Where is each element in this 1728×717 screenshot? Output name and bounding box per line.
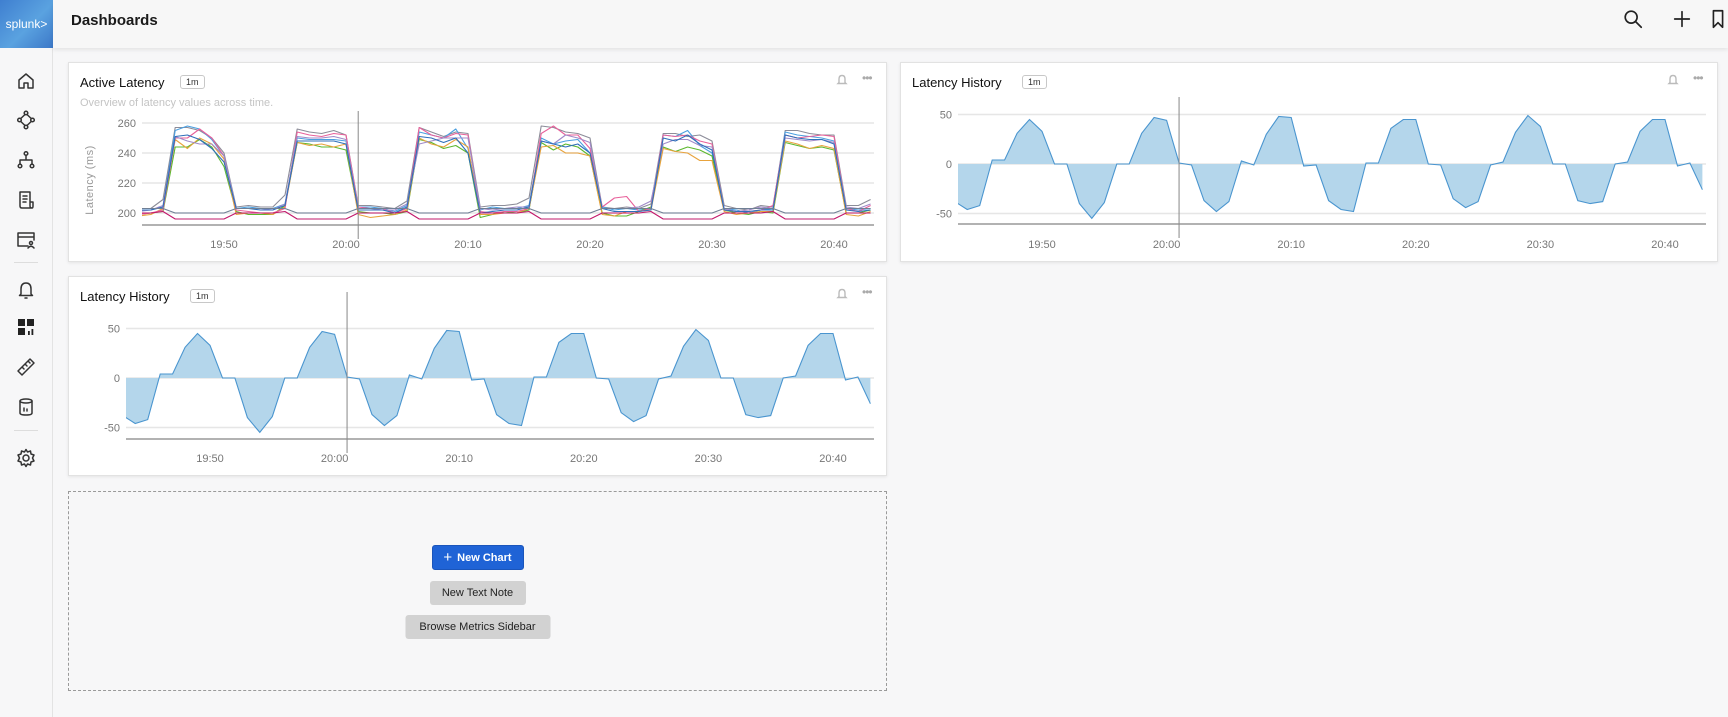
series-line xyxy=(142,134,871,213)
plot-area xyxy=(126,328,871,434)
area-fill xyxy=(958,115,1703,219)
chart-description: Overview of latency values across time. xyxy=(80,97,274,109)
logo-text: splunk> xyxy=(5,17,48,31)
bell-icon[interactable] xyxy=(836,73,850,87)
y-tick-label: 0 xyxy=(114,373,120,385)
plus-icon[interactable] xyxy=(1671,8,1695,32)
x-tick-label: 20:30 xyxy=(1527,239,1555,251)
area-fill xyxy=(126,329,871,433)
chart-card-latency-history: 50 0 -50 19:50 20:00 20:10 20:20 20:30 20:40 Lat… xyxy=(68,276,887,476)
more-options-icon[interactable]: ••• xyxy=(862,285,873,299)
search-icon[interactable] xyxy=(1622,8,1646,32)
plus-icon: + xyxy=(443,549,453,566)
y-tick-label: 50 xyxy=(940,110,952,122)
resolution-badge: 1m xyxy=(1022,75,1047,89)
top-header: Dashboards xyxy=(53,0,1728,48)
area-line xyxy=(126,328,871,434)
splunk-logo[interactable]: splunk> xyxy=(0,0,53,48)
x-tick-label: 20:20 xyxy=(576,239,604,251)
ruler-icon[interactable] xyxy=(14,355,38,379)
x-tick-label: 20:30 xyxy=(698,239,726,251)
page-title: Dashboards xyxy=(71,12,158,29)
bell-icon[interactable] xyxy=(1667,73,1681,87)
resolution-badge: 1m xyxy=(180,75,205,89)
hierarchy-icon[interactable] xyxy=(14,148,38,172)
y-tick-label: -50 xyxy=(936,209,952,221)
dashboards-icon[interactable] xyxy=(14,315,38,339)
series-line xyxy=(142,210,871,220)
new-chart-button[interactable]: + New Chart xyxy=(431,545,524,570)
more-options-icon[interactable]: ••• xyxy=(862,71,873,85)
area-chart: 50 0 -50 19:50 20:00 20:10 20:20 20:30 20:40 xyxy=(104,292,874,465)
plot-area xyxy=(142,125,871,220)
empty-chart-slot: + New Chart New Text Note Browse Metrics … xyxy=(68,491,887,691)
x-tick-label: 20:30 xyxy=(695,453,723,465)
series-line xyxy=(142,125,871,211)
y-tick-label: -50 xyxy=(104,423,120,435)
x-tick-label: 20:20 xyxy=(1402,239,1430,251)
browse-metrics-sidebar-button[interactable]: Browse Metrics Sidebar xyxy=(405,615,550,639)
area-line xyxy=(958,114,1703,220)
new-chart-label: New Chart xyxy=(457,551,512,564)
logs-icon[interactable] xyxy=(14,188,38,212)
chart-title: Latency History xyxy=(80,289,170,304)
nav-divider xyxy=(14,262,38,263)
x-tick-label: 19:50 xyxy=(1028,239,1056,251)
series-line xyxy=(142,134,871,214)
y-tick-label: 260 xyxy=(118,118,136,130)
more-options-icon[interactable]: ••• xyxy=(1693,71,1704,85)
line-chart: 200 220 240 260 19:50 20:00 20:10 20:20 20:30 20:… xyxy=(84,111,874,251)
nav-divider xyxy=(14,430,38,431)
alerts-bell-icon[interactable] xyxy=(14,278,38,302)
database-icon[interactable] xyxy=(14,395,38,419)
area-chart: 50 0 -50 19:50 20:00 20:10 20:20 20:30 20:40 xyxy=(936,97,1706,251)
synthetics-icon[interactable] xyxy=(14,228,38,252)
x-tick-label: 20:10 xyxy=(1277,239,1305,251)
chart-card-active-latency: 200 220 240 260 19:50 20:00 20:10 20:20 20:30 20:… xyxy=(68,62,887,262)
home-icon[interactable] xyxy=(14,69,38,93)
x-tick-label: 19:50 xyxy=(196,453,224,465)
bookmark-icon[interactable] xyxy=(1707,8,1728,32)
y-tick-label: 50 xyxy=(108,324,120,336)
x-tick-label: 20:10 xyxy=(445,453,473,465)
chart-title: Latency History xyxy=(912,75,1002,90)
x-tick-label: 20:40 xyxy=(820,239,848,251)
y-axis-title: Latency (ms) xyxy=(84,145,96,215)
chart-title: Active Latency xyxy=(80,75,165,90)
bell-icon[interactable] xyxy=(836,287,850,301)
sidebar-nav: splunk> xyxy=(0,0,53,717)
x-tick-label: 20:40 xyxy=(819,453,847,465)
chart-card-latency-history: 50 0 -50 19:50 20:00 20:10 20:20 20:30 20:40 Lat… xyxy=(900,62,1718,262)
y-tick-label: 240 xyxy=(118,148,136,160)
plot-area xyxy=(958,114,1703,220)
x-tick-label: 20:00 xyxy=(1153,239,1181,251)
service-map-icon[interactable] xyxy=(14,108,38,132)
series-line xyxy=(142,125,871,215)
x-tick-label: 20:00 xyxy=(321,453,349,465)
x-tick-label: 19:50 xyxy=(210,239,238,251)
series-line xyxy=(142,125,871,214)
x-tick-label: 20:10 xyxy=(454,239,482,251)
y-tick-label: 200 xyxy=(118,208,136,220)
x-tick-label: 20:40 xyxy=(1651,239,1679,251)
series-line xyxy=(142,207,871,214)
y-tick-label: 220 xyxy=(118,178,136,190)
new-text-note-button[interactable]: New Text Note xyxy=(429,581,526,605)
x-tick-label: 20:20 xyxy=(570,453,598,465)
x-tick-label: 20:00 xyxy=(332,239,360,251)
settings-gear-icon[interactable] xyxy=(14,446,38,470)
resolution-badge: 1m xyxy=(190,289,215,303)
y-tick-label: 0 xyxy=(946,159,952,171)
